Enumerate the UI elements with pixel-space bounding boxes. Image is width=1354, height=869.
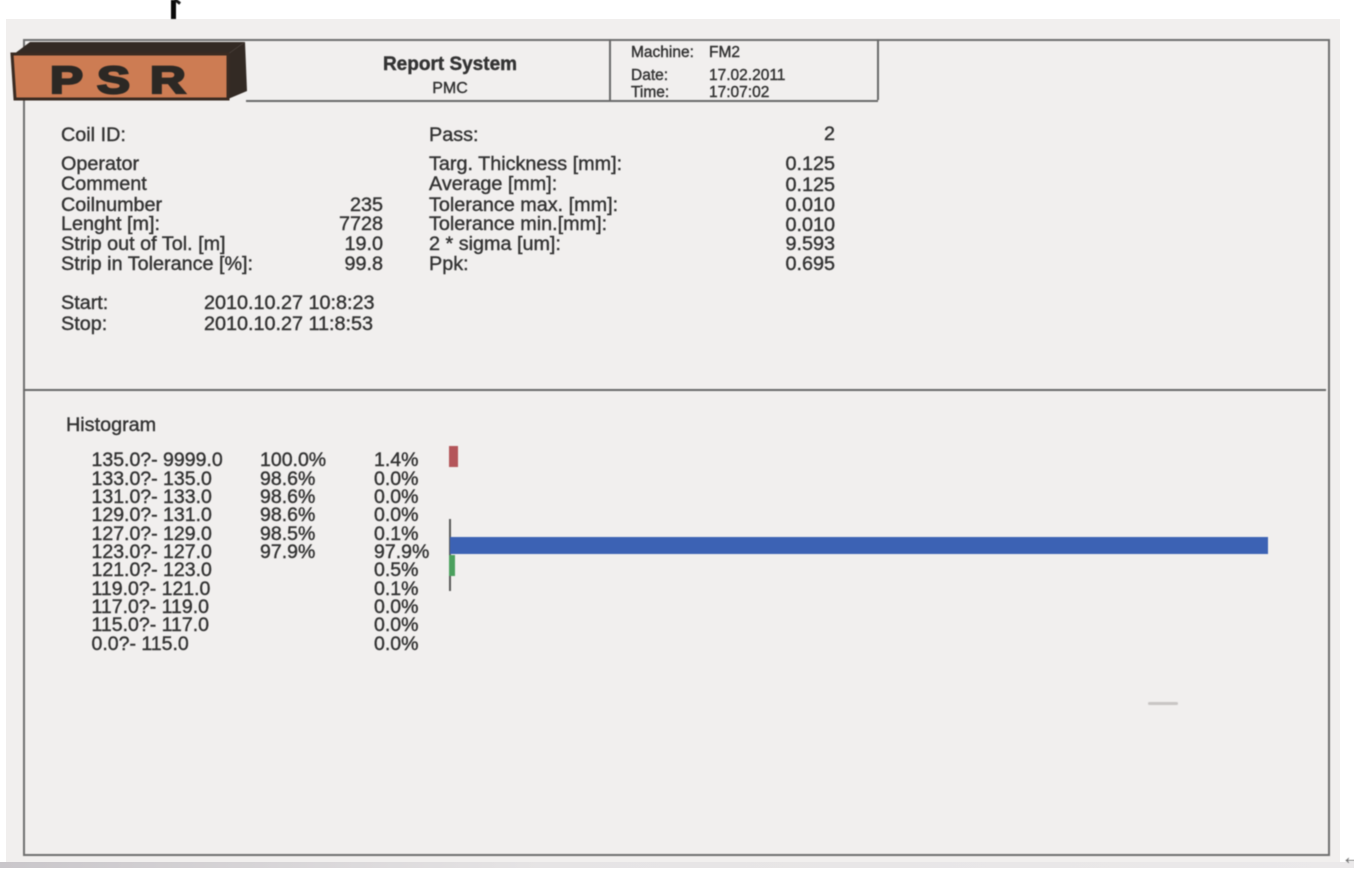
svg-text:P: P: [50, 59, 83, 101]
svg-text:R: R: [150, 59, 186, 101]
svg-text:S: S: [97, 59, 130, 101]
